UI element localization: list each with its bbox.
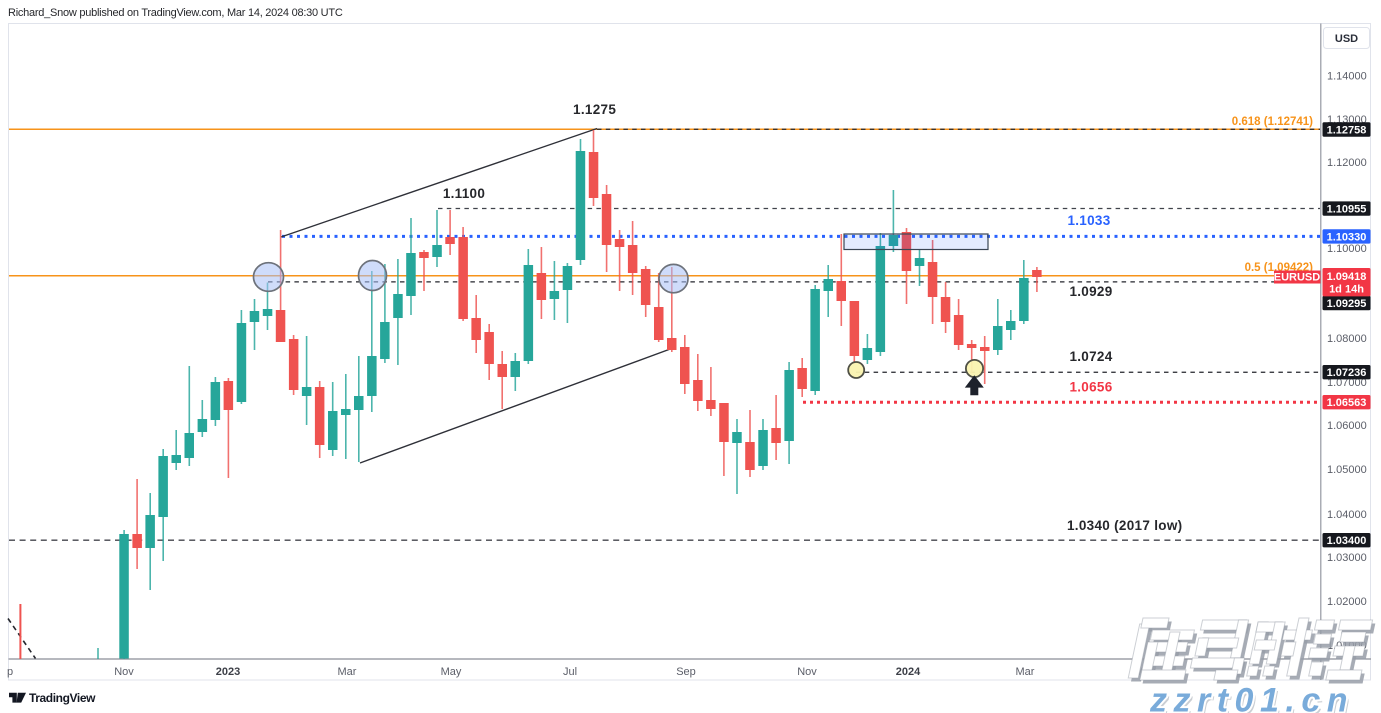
svg-text:Mar: Mar: [338, 666, 357, 678]
svg-text:zzrt01.cn: zzrt01.cn: [1149, 682, 1354, 713]
svg-text:USD: USD: [1335, 33, 1358, 45]
svg-text:1.04000: 1.04000: [1327, 509, 1367, 521]
svg-text:1.0340 (2017 low): 1.0340 (2017 low): [1067, 518, 1182, 533]
svg-text:Richard_Snow published on Trad: Richard_Snow published on TradingView.co…: [8, 7, 343, 19]
svg-text:Mar: Mar: [1016, 666, 1035, 678]
svg-text:1d 14h: 1d 14h: [1329, 284, 1364, 296]
svg-text:1.06563: 1.06563: [1327, 397, 1367, 409]
svg-text:1.03400: 1.03400: [1327, 535, 1367, 547]
svg-text:2023: 2023: [216, 666, 240, 678]
svg-text:1.0656: 1.0656: [1069, 380, 1112, 395]
svg-text:1.07236: 1.07236: [1327, 367, 1367, 379]
svg-text:0.618 (1.12741): 0.618 (1.12741): [1232, 116, 1313, 128]
svg-text:1.06000: 1.06000: [1327, 420, 1367, 432]
svg-text:1.1033: 1.1033: [1067, 213, 1110, 228]
svg-text:p: p: [7, 666, 13, 678]
svg-text:1.09295: 1.09295: [1327, 298, 1367, 310]
svg-text:2024: 2024: [896, 666, 921, 678]
svg-text:TradingView: TradingView: [29, 691, 96, 705]
svg-text:1.05000: 1.05000: [1327, 464, 1367, 476]
svg-text:Nov: Nov: [114, 666, 134, 678]
svg-text:1.12758: 1.12758: [1327, 125, 1367, 137]
svg-text:1.09418: 1.09418: [1327, 271, 1367, 283]
svg-text:1.02000: 1.02000: [1327, 596, 1367, 608]
svg-text:1.0724: 1.0724: [1069, 349, 1112, 364]
svg-text:1.10330: 1.10330: [1327, 231, 1367, 243]
svg-text:1.08000: 1.08000: [1327, 333, 1367, 345]
svg-text:1.10000: 1.10000: [1327, 243, 1367, 255]
svg-text:EURUSD: EURUSD: [1274, 272, 1321, 284]
svg-text:Sep: Sep: [676, 666, 696, 678]
svg-text:1.0929: 1.0929: [1069, 284, 1112, 299]
svg-text:May: May: [441, 666, 462, 678]
svg-text:1.03000: 1.03000: [1327, 552, 1367, 564]
svg-text:1.10955: 1.10955: [1327, 204, 1367, 216]
svg-text:1.1100: 1.1100: [443, 186, 485, 201]
svg-text:Nov: Nov: [797, 666, 817, 678]
svg-text:zzrt01.cn: zzrt01.cn: [1152, 685, 1357, 713]
svg-text:1.1275: 1.1275: [573, 102, 616, 117]
svg-text:1.07000: 1.07000: [1327, 377, 1367, 389]
svg-text:Jul: Jul: [563, 666, 577, 678]
svg-text:1.12000: 1.12000: [1327, 157, 1367, 169]
svg-text:1.14000: 1.14000: [1327, 71, 1367, 83]
